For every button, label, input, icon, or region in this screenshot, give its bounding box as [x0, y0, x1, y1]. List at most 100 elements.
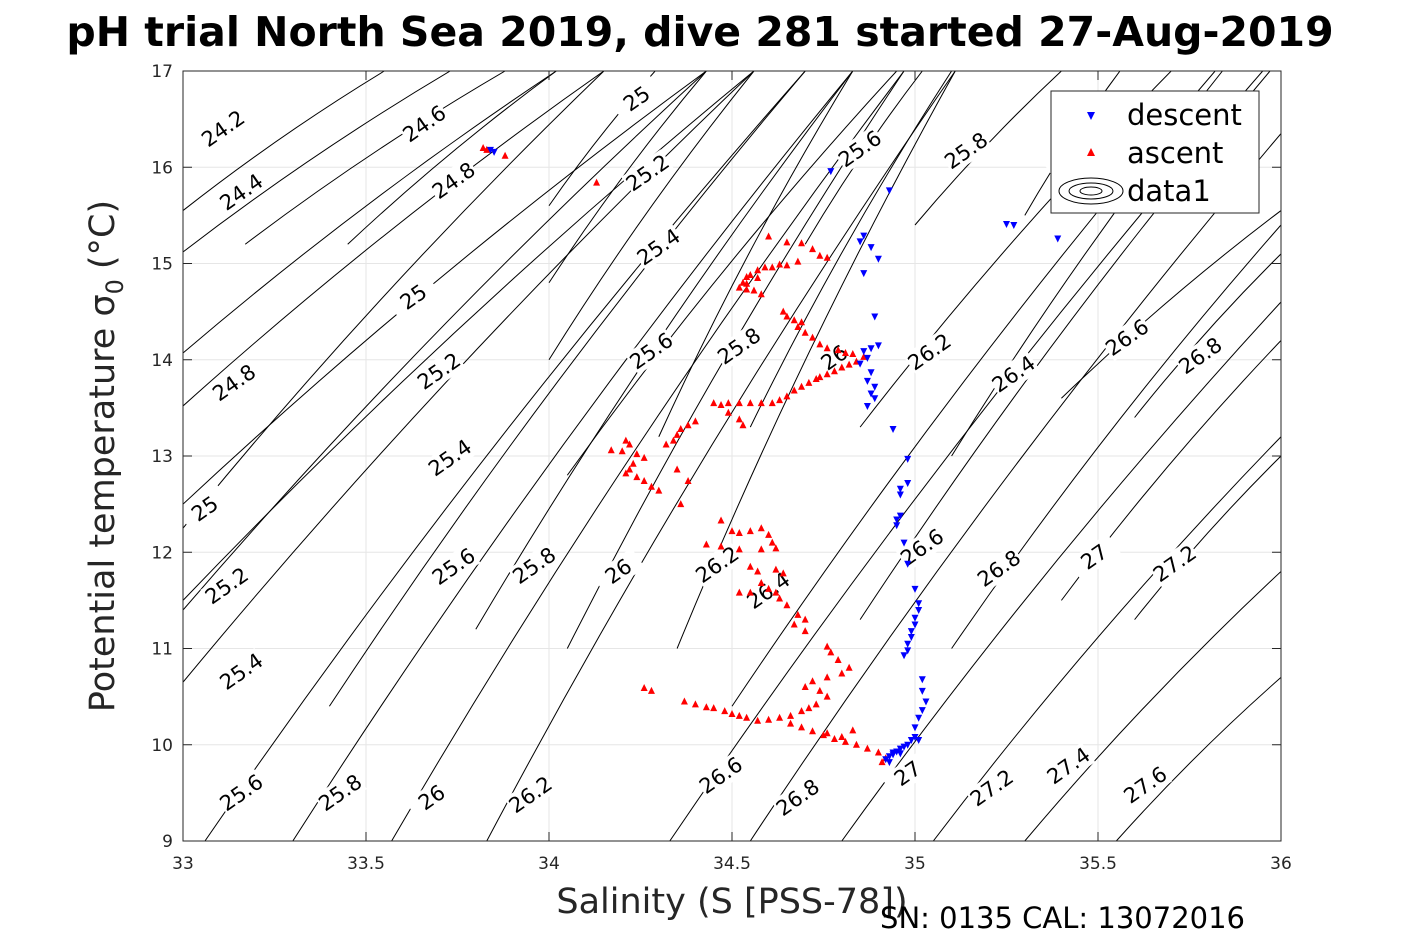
descent-point	[896, 750, 904, 758]
ascent-point	[750, 286, 758, 294]
ascent-point	[772, 565, 780, 573]
ascent-point	[768, 263, 776, 271]
isopycnal-label-bg	[807, 334, 862, 382]
x-axis-ticks: 33 33.5 34 34.5 35 35.5 36	[172, 71, 1292, 874]
legend: descent ascent data1	[1050, 90, 1260, 214]
y-axis-label-main: Potential temperature σ	[83, 294, 123, 712]
descent-point	[911, 614, 919, 622]
ascent-point	[823, 642, 831, 650]
ascent-point	[501, 151, 509, 159]
isopycnal-line	[749, 71, 953, 428]
ascent-point	[757, 524, 765, 532]
isopycnal-label-bg	[207, 359, 261, 407]
isopycnal-label-bg	[313, 769, 367, 817]
ascent-point	[765, 232, 773, 240]
descent-point	[915, 607, 923, 614]
descent-point	[863, 402, 871, 410]
ascent-point	[765, 715, 773, 723]
isopycnal-line	[183, 71, 385, 211]
ascent-point	[647, 686, 655, 694]
ascent-point	[593, 178, 601, 186]
descent-point	[885, 187, 893, 195]
ascent-point	[841, 737, 849, 745]
isopycnal-label-bg	[632, 223, 686, 271]
isopycnal-line	[183, 71, 557, 354]
descent-point	[874, 255, 882, 263]
ascent-point	[823, 344, 831, 352]
descent-point	[885, 753, 893, 761]
legend-data1-contour-icon	[1058, 177, 1124, 205]
ascent-point	[776, 396, 784, 404]
descent-point	[911, 585, 919, 593]
isopycnal-line	[183, 71, 707, 505]
ascent-point	[702, 540, 710, 548]
descent-point	[860, 348, 868, 356]
ascent-point	[746, 527, 754, 535]
ascent-point	[794, 257, 802, 265]
ascent-point	[754, 567, 762, 575]
isopycnal-label-bg	[398, 100, 452, 148]
isopycnal-line	[183, 71, 707, 611]
ascent-point	[735, 529, 743, 536]
ascent-point	[754, 266, 762, 274]
legend-descent-marker	[1087, 112, 1095, 120]
ascent-point	[633, 473, 641, 481]
descent-point	[486, 146, 494, 154]
ascent-point	[812, 375, 820, 382]
ascent-point	[798, 707, 806, 715]
y-tick-label: 10	[151, 736, 173, 756]
ascent-point	[772, 588, 780, 596]
ascent-point	[757, 399, 765, 407]
ascent-point	[743, 713, 751, 721]
x-tick-label: 34	[538, 854, 560, 874]
descent-point	[918, 707, 926, 715]
x-axis-label: Salinity (S [PSS-78])	[556, 882, 907, 922]
isopycnal-line	[183, 71, 755, 601]
ascent-point	[629, 459, 637, 467]
isopycnal-line	[932, 436, 1281, 841]
isopycnal-label-bg	[427, 543, 481, 591]
isopycnal-label-bg	[504, 771, 558, 819]
ascent-point	[735, 415, 743, 423]
isopycnal-label-bg	[987, 350, 1041, 398]
ascent-point	[765, 584, 773, 592]
ascent-point	[735, 711, 743, 719]
ascent-point	[823, 729, 831, 737]
descent-point	[1054, 235, 1062, 243]
ascent-point	[809, 333, 817, 341]
y-tick-label: 14	[151, 351, 173, 371]
descent-point	[896, 745, 904, 753]
descent-point	[1010, 222, 1018, 229]
legend-ascent-label: ascent	[1127, 136, 1223, 170]
ascent-point	[757, 290, 765, 298]
ascent-point	[647, 482, 655, 490]
descent-point	[896, 512, 904, 520]
descent-point	[860, 232, 868, 240]
descent-point	[918, 676, 926, 684]
ascent-point	[691, 417, 699, 425]
isopycnal-label-bg	[196, 105, 250, 153]
descent-point	[911, 621, 919, 629]
ascent-point	[801, 328, 809, 336]
descent-point	[900, 743, 908, 751]
ascent-point	[798, 239, 806, 247]
ascent-point	[743, 285, 751, 293]
isopycnal-label-bg	[972, 545, 1026, 593]
ascent-point	[677, 500, 685, 508]
isopycnal-label-bg	[939, 127, 993, 175]
descent-point	[915, 714, 923, 722]
ascent-point	[684, 421, 692, 429]
ascent-point	[765, 530, 773, 538]
y-tick-label: 9	[162, 832, 173, 852]
isopycnal-line	[292, 71, 854, 841]
descent-point	[915, 736, 923, 744]
isopycnal-line	[183, 71, 605, 529]
ascent-point	[801, 683, 809, 690]
descent-point	[871, 313, 879, 321]
isopycnal-line	[328, 71, 806, 707]
descent-point	[889, 426, 897, 434]
isopycnal-label-bg	[200, 562, 254, 610]
isopycnal-line	[1024, 571, 1281, 841]
descent-point	[904, 640, 912, 648]
ascent-point	[816, 251, 824, 259]
